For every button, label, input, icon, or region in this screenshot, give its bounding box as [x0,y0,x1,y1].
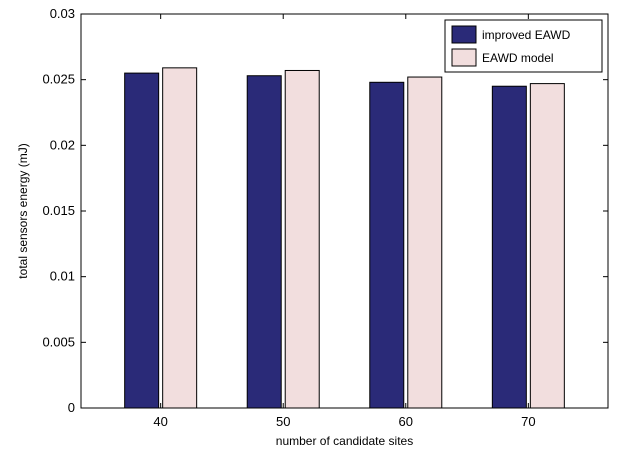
x-axis: 40 50 60 70 [153,14,536,429]
legend-label: improved EAWD [482,28,571,42]
legend-swatch [451,25,477,44]
y-tick-label: 0.03 [50,6,75,21]
legend-swatch [451,48,477,67]
x-tick-label: 40 [153,414,167,429]
legend: improved EAWD EAWD model [444,19,603,73]
y-tick-label: 0 [68,400,75,415]
bar-eawd-model [284,69,320,409]
x-tick-label: 60 [399,414,413,429]
y-tick-label: 0.015 [42,203,75,218]
y-tick-label: 0.025 [42,72,75,87]
y-tick-label: 0.01 [50,269,75,284]
bar-improved-eawd [491,85,527,409]
bar-improved-eawd [124,72,160,409]
x-tick-label: 70 [521,414,535,429]
bars [124,67,565,409]
bar-improved-eawd [246,75,282,409]
plot-area [80,13,609,409]
bar-improved-eawd [369,81,405,409]
x-axis-label: number of candidate sites [276,434,413,448]
y-axis: 0 0.005 0.01 0.015 0.02 0.025 0.03 [42,6,608,415]
bar-eawd-model [529,83,565,409]
x-tick-label: 50 [276,414,290,429]
y-axis-label: total sensors energy (mJ) [16,143,30,278]
legend-label: EAWD model [482,51,554,65]
bar-eawd-model [407,76,443,409]
y-tick-label: 0.005 [42,334,75,349]
y-tick-label: 0.02 [50,137,75,152]
bar-eawd-model [162,67,198,409]
